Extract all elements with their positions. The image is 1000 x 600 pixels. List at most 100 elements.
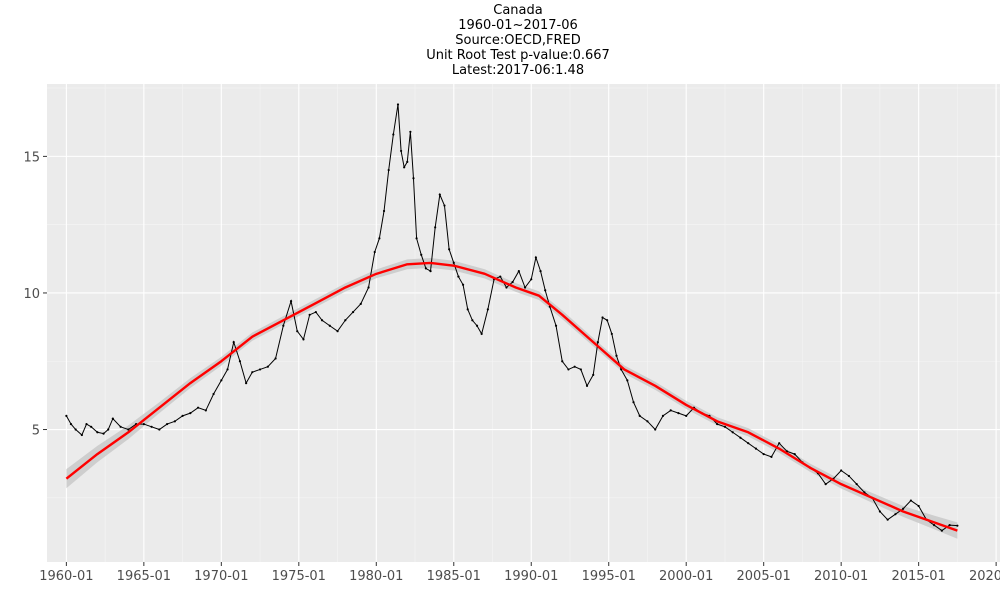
data-point — [475, 324, 479, 327]
data-point — [561, 360, 564, 363]
data-point — [471, 319, 474, 322]
data-point — [107, 428, 110, 431]
x-tick-label: 2010-01 — [814, 569, 868, 584]
series-line-observed — [65, 104, 958, 532]
data-point — [415, 237, 418, 240]
title-line-latest: Latest:2017-06:1.48 — [451, 63, 585, 78]
data-point — [793, 453, 796, 456]
data-point — [189, 412, 192, 415]
data-point — [382, 209, 386, 213]
data-point — [150, 425, 153, 428]
data-point — [762, 453, 765, 456]
data-point — [505, 286, 508, 289]
data-point — [716, 422, 719, 426]
data-point — [258, 368, 262, 371]
data-point — [585, 384, 589, 387]
data-point — [196, 406, 200, 409]
data-point — [336, 330, 339, 333]
data-point — [878, 510, 882, 513]
data-point — [351, 310, 355, 314]
data-point — [302, 338, 305, 341]
data-point — [840, 469, 843, 472]
data-point — [480, 332, 483, 336]
data-point — [296, 330, 299, 333]
data-point — [406, 160, 409, 163]
data-point — [499, 275, 502, 278]
data-point — [282, 324, 285, 327]
data-point — [956, 524, 959, 527]
data-point — [424, 267, 427, 270]
x-tick-label: 2015-01 — [891, 569, 945, 584]
title-line-unit-root: Unit Root Test p-value:0.667 — [426, 48, 610, 63]
x-tick-label: 1995-01 — [582, 569, 636, 584]
data-point — [251, 371, 254, 374]
data-point — [443, 204, 446, 207]
data-point — [181, 414, 184, 417]
data-point — [392, 133, 395, 136]
x-tick-label: 1965-01 — [117, 569, 171, 584]
data-point — [461, 283, 465, 286]
data-point — [544, 289, 547, 292]
data-point — [65, 414, 68, 417]
data-point — [747, 442, 750, 445]
data-point — [119, 425, 122, 428]
data-point — [466, 308, 469, 311]
data-point — [434, 226, 437, 229]
data-point — [158, 428, 161, 431]
x-tick-label: 2000-01 — [659, 569, 713, 584]
x-tick-label: 2020-01 — [969, 569, 1000, 584]
data-point — [579, 368, 582, 371]
data-point — [948, 524, 951, 527]
data-point — [596, 341, 599, 344]
data-point — [620, 368, 623, 371]
data-point — [601, 316, 604, 319]
data-point — [74, 428, 77, 431]
data-point — [654, 428, 657, 431]
data-point — [90, 425, 93, 428]
data-point — [770, 455, 773, 458]
data-point — [739, 436, 742, 439]
data-point — [523, 286, 527, 289]
data-point — [429, 270, 432, 273]
data-point — [573, 365, 576, 368]
data-point — [399, 149, 403, 153]
data-point — [626, 379, 629, 382]
data-point — [378, 237, 381, 240]
data-point — [314, 310, 317, 314]
data-point — [917, 504, 920, 508]
data-point — [96, 431, 99, 434]
data-point — [274, 357, 277, 360]
y-tick-label: 15 — [23, 150, 40, 165]
data-point — [69, 422, 73, 426]
data-point — [615, 354, 618, 357]
data-point — [517, 270, 520, 273]
data-point — [85, 422, 88, 426]
data-point — [266, 365, 269, 368]
data-point — [486, 308, 489, 311]
data-point — [373, 250, 376, 254]
data-point — [511, 280, 514, 284]
data-point — [457, 275, 460, 278]
data-point — [909, 499, 912, 502]
data-point — [677, 412, 680, 415]
data-point — [80, 433, 83, 437]
x-tick-label: 1975-01 — [272, 569, 326, 584]
data-point — [212, 392, 215, 396]
data-point — [396, 103, 400, 106]
data-point — [359, 302, 362, 305]
data-point — [412, 177, 415, 180]
data-point — [554, 324, 558, 327]
data-point — [289, 300, 293, 303]
data-point — [592, 373, 595, 376]
data-point — [204, 409, 207, 412]
data-point — [632, 401, 635, 404]
data-point — [539, 270, 542, 273]
data-point — [610, 332, 613, 336]
x-tick-label: 1985-01 — [427, 569, 481, 584]
data-point — [111, 417, 114, 420]
data-point — [438, 193, 441, 196]
data-point — [661, 414, 665, 417]
data-point — [420, 253, 423, 256]
